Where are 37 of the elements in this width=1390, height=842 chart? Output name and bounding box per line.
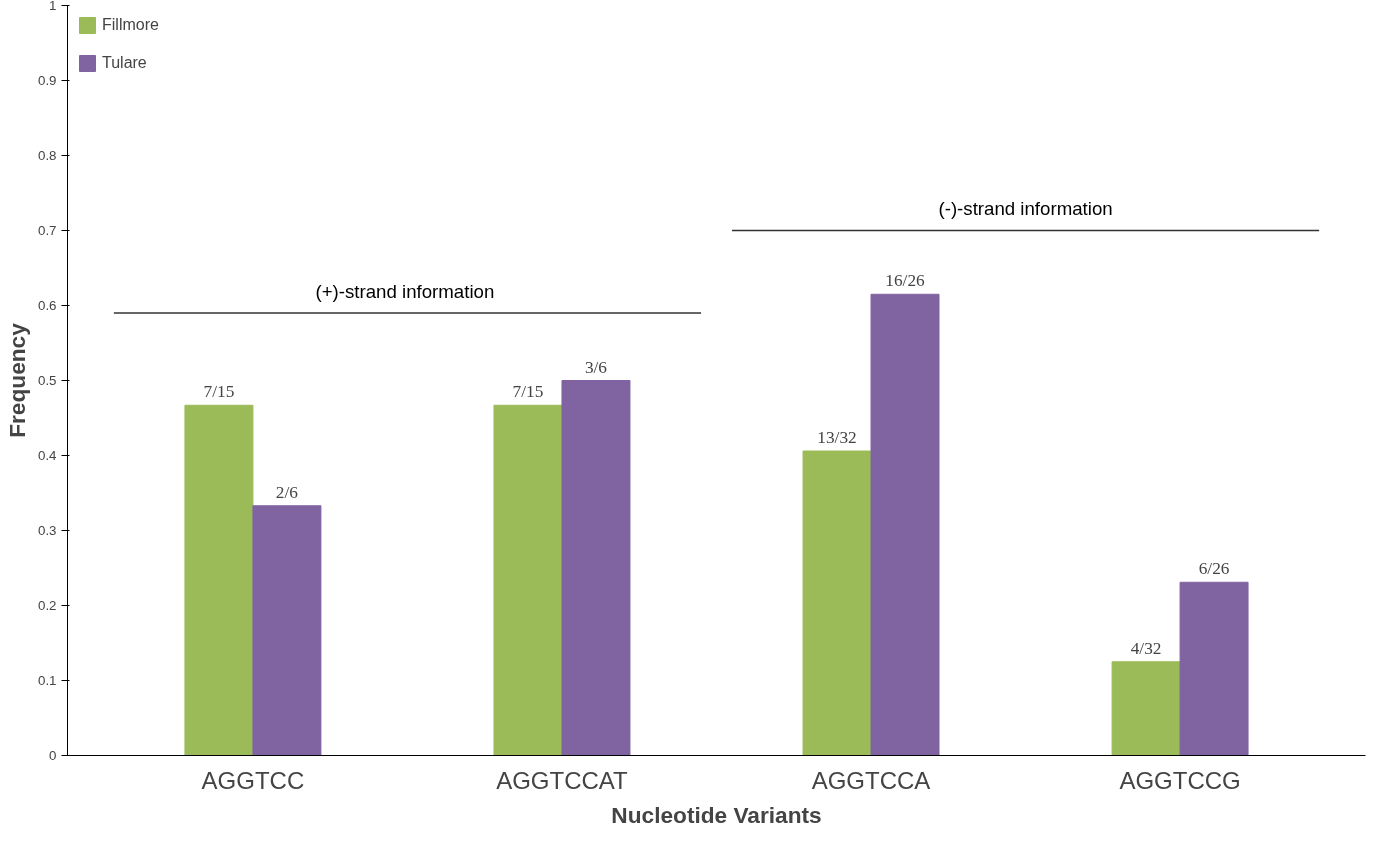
- x-tick-label: AGGTCCA: [811, 766, 931, 794]
- bar: [184, 404, 254, 756]
- data-label: 3/6: [584, 357, 608, 377]
- data-label: 4/32: [1130, 638, 1162, 658]
- y-tick-label: 0.6: [37, 298, 57, 313]
- legend-label: Fillmore: [102, 16, 159, 34]
- data-label: 16/26: [885, 271, 926, 291]
- data-label: 6/26: [1198, 559, 1230, 579]
- y-tick-label: 0.3: [37, 523, 57, 538]
- x-tick-label: AGGTCC: [201, 766, 305, 794]
- data-label: 7/15: [203, 382, 235, 402]
- bar: [1179, 581, 1249, 756]
- y-tick-label: 0.8: [37, 148, 57, 163]
- y-tick-label: 0.5: [37, 373, 57, 388]
- x-axis-title: Nucleotide Variants: [611, 801, 822, 828]
- y-tick-label: 1: [49, 0, 57, 13]
- data-label: 7/15: [512, 382, 544, 402]
- bar: [870, 293, 940, 756]
- bar: [493, 404, 563, 756]
- y-tick-label: 0.1: [37, 673, 57, 688]
- data-label: 13/32: [817, 428, 857, 447]
- x-tick-label: AGGTCCG: [1119, 766, 1241, 794]
- bar: [252, 505, 322, 756]
- bar: [1111, 661, 1181, 756]
- y-tick-label: 0.9: [37, 73, 57, 88]
- y-axis-title: Frequency: [3, 322, 30, 438]
- bar: [802, 450, 872, 756]
- bar: [561, 380, 631, 756]
- legend-label: Tulare: [102, 54, 147, 72]
- ref-line-label: (+)-strand information: [315, 280, 495, 302]
- x-tick-label: AGGTCCAT: [496, 766, 629, 794]
- y-tick-label: 0.2: [37, 598, 57, 613]
- y-tick-label: 0: [49, 748, 57, 763]
- ref-line-label: (-)-strand information: [938, 198, 1113, 220]
- data-label: 2/6: [275, 482, 299, 502]
- y-tick-label: 0.7: [37, 223, 57, 238]
- y-tick-label: 0.4: [37, 448, 58, 463]
